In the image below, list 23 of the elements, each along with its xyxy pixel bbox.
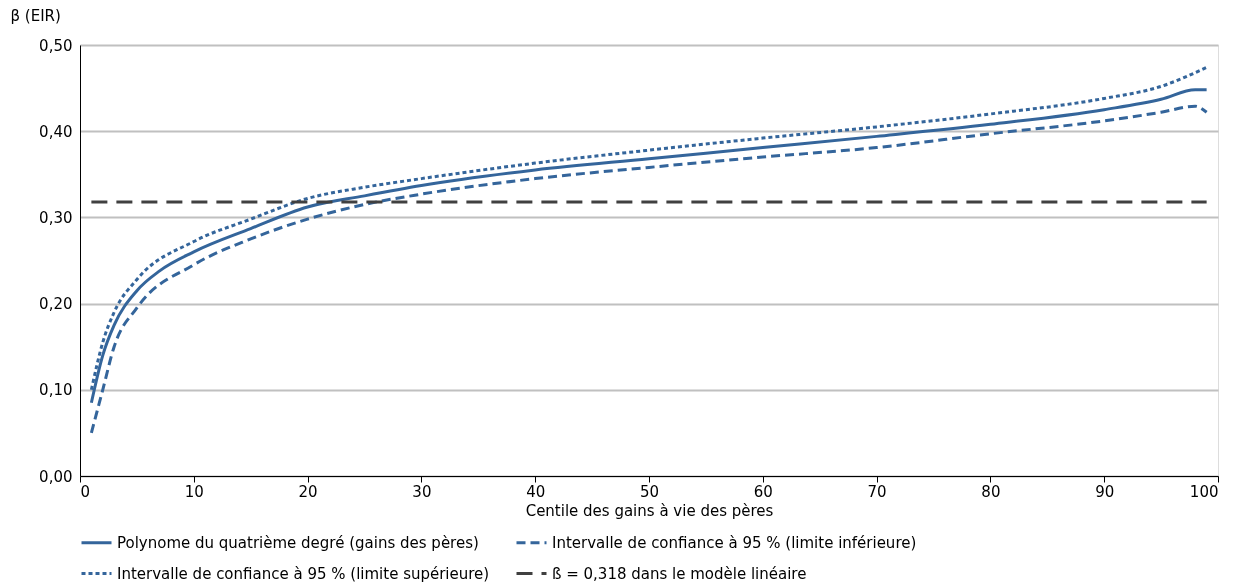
legend-label: Intervalle de confiance à 95 % (limite inférieure)	[552, 533, 917, 552]
y-tick-label: 0,10	[39, 381, 73, 400]
x-tick-label: 70	[867, 482, 887, 501]
y-tick-label: 0,40	[39, 122, 73, 141]
y-tick-label: 0,20	[39, 295, 73, 314]
x-tick-label: 50	[639, 482, 660, 501]
x-tick-label: 100	[1189, 482, 1219, 501]
legend-label: Polynome du quatrième degré (gains des pères)	[117, 533, 479, 552]
x-tick-label: 10	[184, 482, 204, 501]
x-tick-label: 60	[753, 482, 773, 501]
legend-label: Intervalle de confiance à 95 % (limite supérieure)	[117, 564, 490, 583]
x-tick-label: 0	[80, 482, 91, 501]
x-tick-label: 40	[526, 482, 546, 501]
legend-label: ß = 0,318 dans le modèle linéaire	[552, 564, 807, 583]
x-tick-label: 80	[981, 482, 1001, 501]
y-tick-label: 0,00	[39, 467, 73, 486]
x-tick-label: 20	[298, 482, 318, 501]
x-tick-label: 30	[412, 482, 432, 501]
x-tick-label: 90	[1095, 482, 1115, 501]
y-axis-title: β (EIR)	[10, 6, 61, 25]
y-tick-label: 0,30	[39, 208, 73, 227]
y-tick-label: 0,50	[39, 36, 73, 55]
x-axis-title: Centile des gains à vie des pères	[525, 501, 774, 520]
